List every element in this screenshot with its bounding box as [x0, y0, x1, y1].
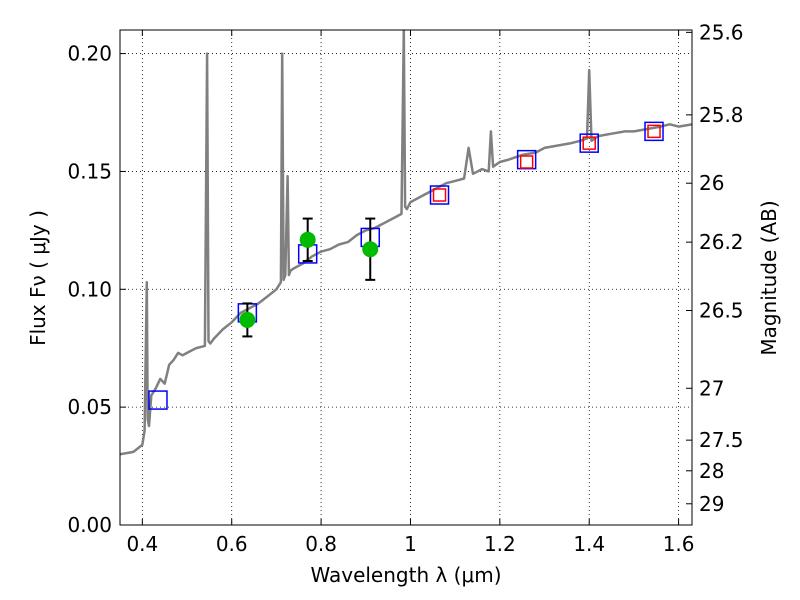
plot-area [120, 30, 692, 456]
y-tick-label: 0.20 [67, 42, 112, 66]
right-tick-label: 26.5 [699, 299, 744, 323]
x-tick-label: 0.4 [126, 532, 158, 556]
y-axis-title: Flux Fν ( μJy ) [26, 210, 50, 346]
blue-square-marker [644, 121, 664, 142]
green-data-point [299, 231, 316, 248]
green-data-point [239, 311, 256, 328]
x-tick-label: 0.8 [305, 532, 337, 556]
blue-square-marker [579, 133, 599, 153]
x-tick-label: 1.2 [484, 532, 516, 556]
green-data-point [362, 241, 379, 258]
blue-square-marker [429, 185, 450, 205]
right-tick-label: 29 [699, 492, 724, 516]
right-tick-label: 26.2 [699, 230, 744, 254]
right-axis-title: Magnitude (AB) [757, 200, 781, 355]
x-tick-label: 1.4 [573, 532, 605, 556]
plot-frame [119, 29, 693, 526]
right-tick-label: 26 [699, 171, 724, 195]
right-tick-label: 25.8 [699, 103, 744, 127]
red-square-marker [432, 188, 447, 202]
axis-ticks: 0.4 0.6 0.8 1 1.2 1.4 1.6 0.00 0.05 0.10 0.15 0.20 2… [67, 20, 743, 556]
y-tick-label: 0.10 [67, 277, 112, 301]
y-tick-label: 0.15 [67, 159, 112, 183]
right-tick-label: 27 [699, 376, 724, 400]
red-square-marker [647, 124, 661, 139]
right-tick-label: 25.6 [699, 20, 744, 44]
right-tick-label: 28 [699, 459, 724, 483]
red-square-marker [582, 136, 596, 150]
x-tick-label: 1.6 [663, 532, 695, 556]
x-tick-label: 1 [404, 532, 417, 556]
spectrum-line [120, 30, 692, 456]
x-axis-title: Wavelength λ (μm) [310, 563, 501, 587]
blue-square-marker [148, 390, 168, 410]
y-tick-label: 0.05 [67, 395, 112, 419]
y-tick-label: 0.00 [67, 513, 112, 537]
red-square-marker [519, 155, 534, 169]
x-tick-label: 0.6 [216, 532, 248, 556]
right-tick-label: 27.5 [699, 428, 744, 452]
